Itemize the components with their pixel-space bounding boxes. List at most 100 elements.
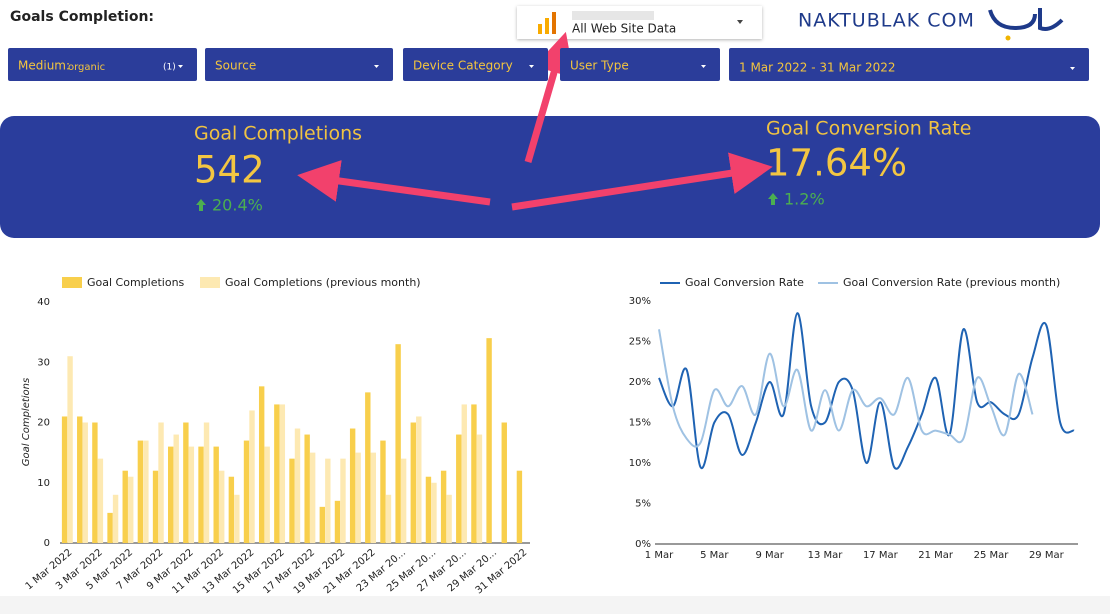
bar <box>243 440 250 543</box>
caret <box>529 65 534 68</box>
scorecard-value: 542 <box>194 149 265 192</box>
scorecard-banner <box>0 116 1100 238</box>
bar <box>258 386 265 543</box>
legend-swatch <box>200 277 220 288</box>
bar <box>203 422 210 543</box>
arrow <box>297 160 491 206</box>
legend-label: Goal Conversion Rate (previous month) <box>843 276 1060 289</box>
x-tick-label: 9 Mar <box>755 550 784 561</box>
bar <box>294 428 301 543</box>
bar <box>380 440 386 543</box>
bar <box>355 452 361 543</box>
bar <box>471 404 477 543</box>
bar <box>456 434 462 543</box>
line <box>658 329 1034 448</box>
bar <box>425 476 432 543</box>
bar <box>370 452 377 543</box>
bar <box>249 410 255 543</box>
y-tick-label: 15% <box>629 418 651 429</box>
scorecard-value: 17.64% <box>766 142 907 185</box>
view-name: All Web Site Data <box>572 22 676 36</box>
up-arrow <box>768 193 778 205</box>
arrow <box>511 152 773 211</box>
x-tick-label: 25 Mar <box>974 550 1010 561</box>
bar <box>92 422 98 543</box>
line <box>658 312 1075 470</box>
y-tick-label: 0 <box>44 538 50 549</box>
bar <box>309 452 316 543</box>
analytics-icon <box>545 18 549 34</box>
bar <box>340 458 346 543</box>
bar <box>228 476 235 543</box>
bar <box>143 440 149 543</box>
filter-label: Medium: <box>18 59 70 73</box>
bar <box>198 446 204 543</box>
analytics-icon <box>552 12 556 34</box>
bar <box>289 458 295 543</box>
bar <box>486 338 492 543</box>
bar <box>349 428 356 543</box>
x-tick-label: 1 Mar <box>645 550 674 561</box>
bar <box>183 422 189 543</box>
y-tick-label: 5% <box>635 499 651 510</box>
y-tick-label: 20 <box>37 418 50 429</box>
scorecard-title: Goal Conversion Rate <box>766 118 971 140</box>
bar <box>461 404 467 543</box>
x-tick-label: 17 Mar <box>863 550 899 561</box>
scorecard-title: Goal Completions <box>194 123 362 145</box>
filter-box[interactable] <box>403 48 548 81</box>
bar <box>431 482 437 543</box>
filter-box[interactable] <box>205 48 393 81</box>
y-axis-title: Goal Completions <box>21 378 32 466</box>
scorecard-change: 1.2% <box>784 190 825 209</box>
blurred-account <box>572 11 654 20</box>
bar <box>304 434 310 543</box>
bar <box>279 404 286 543</box>
bar <box>516 470 523 543</box>
filter-label: 1 Mar 2022 - 31 Mar 2022 <box>739 61 895 75</box>
bar <box>213 446 219 543</box>
up-arrow <box>196 199 206 211</box>
caret <box>374 65 379 68</box>
bar <box>67 356 73 543</box>
bar <box>168 446 174 543</box>
bar <box>385 494 392 543</box>
bar <box>158 422 164 543</box>
filter-label: User Type <box>570 59 629 73</box>
caret <box>737 20 743 24</box>
bar <box>128 476 134 543</box>
filter-box[interactable] <box>8 48 197 81</box>
bar <box>395 344 401 543</box>
bar <box>112 494 119 543</box>
bar <box>319 506 326 543</box>
y-tick-label: 10% <box>629 458 651 469</box>
logo-text: NAKTUBLAK COM <box>798 10 975 32</box>
y-tick-label: 0% <box>635 539 651 550</box>
bar <box>264 446 270 543</box>
bar <box>234 494 240 543</box>
view-selector[interactable]: All Web Site Data <box>517 6 762 39</box>
y-tick-label: 25% <box>629 337 651 348</box>
filter-box[interactable] <box>560 48 720 81</box>
bar <box>173 434 179 543</box>
x-tick-label: 29 Mar <box>1029 550 1065 561</box>
bar <box>501 422 507 543</box>
logo-mark <box>988 8 1064 31</box>
legend-swatch <box>62 277 82 288</box>
x-tick-label: 13 Mar <box>808 550 844 561</box>
y-tick-label: 30 <box>37 357 50 368</box>
bar <box>365 392 371 543</box>
bar <box>77 416 83 543</box>
filter-box[interactable] <box>729 48 1089 81</box>
y-tick-label: 30% <box>629 296 651 307</box>
filter-count: (1) <box>163 63 176 73</box>
legend-label: Goal Completions (previous month) <box>225 276 421 289</box>
bar <box>122 470 128 543</box>
scorecard-change: 20.4% <box>212 196 263 215</box>
bar <box>274 404 280 543</box>
caret <box>1070 67 1075 70</box>
bar <box>416 416 422 543</box>
arrow <box>524 31 575 163</box>
bar <box>107 512 113 543</box>
